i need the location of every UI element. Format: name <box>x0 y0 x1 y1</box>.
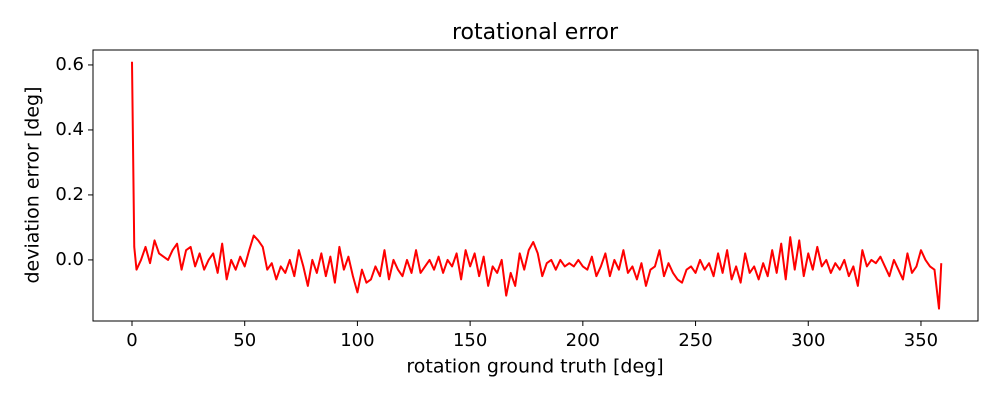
y-tick-label: 0.6 <box>55 54 84 75</box>
y-axis-label: deviation error [deg] <box>22 86 44 283</box>
x-tick-label: 0 <box>126 330 137 351</box>
x-tick-label: 150 <box>453 330 487 351</box>
x-tick-label: 200 <box>566 330 600 351</box>
x-tick-label: 100 <box>340 330 374 351</box>
x-axis-label: rotation ground truth [deg] <box>406 356 663 378</box>
y-tick-label: 0.2 <box>55 184 84 205</box>
y-tick-label: 0.0 <box>55 249 84 270</box>
chart-title: rotational error <box>452 20 619 45</box>
plot-frame <box>92 49 979 322</box>
data-line <box>131 61 943 310</box>
y-tick-label: 0.4 <box>55 119 84 140</box>
x-tick-label: 250 <box>678 330 712 351</box>
x-tick-label: 350 <box>904 330 938 351</box>
x-tick-label: 50 <box>233 330 256 351</box>
x-tick-label: 300 <box>791 330 825 351</box>
